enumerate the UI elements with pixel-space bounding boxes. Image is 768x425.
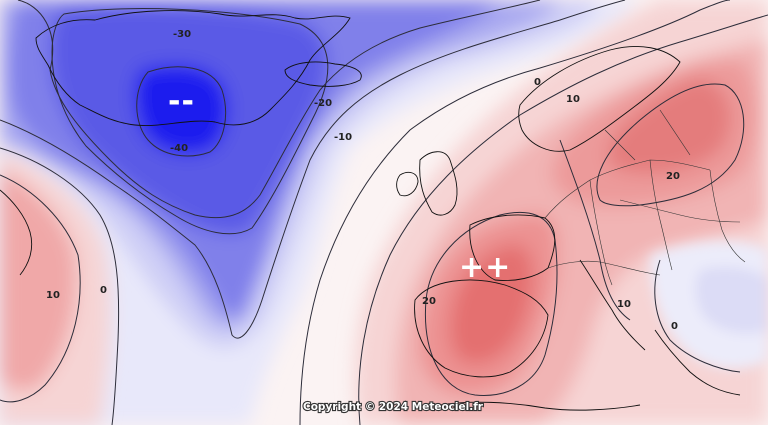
coastlines	[0, 10, 741, 411]
contour-zero-balkans	[654, 259, 741, 373]
italy-coast	[579, 259, 646, 351]
greece-coast	[654, 329, 741, 396]
contour-ten-north	[358, 14, 768, 425]
contour-zero-north	[299, 0, 731, 425]
contour-label-neg10: -10	[334, 132, 352, 143]
newfoundland-coast	[0, 189, 33, 276]
ireland-coast	[396, 171, 419, 197]
warm-anomaly-field-atlantic	[0, 150, 111, 425]
low-anomaly-marker: --	[168, 84, 195, 119]
contour-labels: -30 -20 -10 -40 0 0 0 10 10 10 20 20	[46, 29, 680, 332]
cold-anomaly-field	[0, 0, 640, 425]
contour-minus-40	[136, 66, 227, 157]
contour-label-ten-west: 10	[46, 290, 60, 301]
contour-label-twenty-iberia: 20	[422, 296, 436, 307]
contour-twenty-iberia	[424, 211, 558, 396]
contour-minus-30	[51, 8, 329, 235]
contour-label-ten-italy: 10	[617, 299, 631, 310]
iceland-coast	[284, 61, 362, 87]
scandinavia-coast	[518, 45, 681, 152]
contour-ten-west	[0, 174, 81, 403]
contour-zero-west	[0, 147, 120, 425]
british-isles-coast	[419, 151, 458, 216]
cold-anomaly-field-balkans	[650, 240, 768, 369]
contour-label-twenty-scand: 20	[666, 171, 680, 182]
copyright-notice: Copyright © 2024 Meteociel.fr	[303, 401, 484, 413]
contour-label-zero-balkans: 0	[671, 321, 678, 332]
contour-label-neg30: -30	[173, 29, 191, 40]
iberia-coast	[414, 279, 549, 378]
contour-label-neg20: -20	[314, 98, 332, 109]
contour-label-neg40: -40	[170, 143, 188, 154]
contour-label-ten-scand: 10	[566, 94, 580, 105]
contour-label-zero-west: 0	[100, 285, 107, 296]
greenland-coast	[35, 10, 351, 126]
north-africa-coast	[439, 401, 641, 411]
contour-label-zero-north: 0	[534, 77, 541, 88]
country-borders	[544, 109, 746, 286]
contour-ten-central	[559, 139, 631, 321]
high-anomaly-marker: ++	[459, 250, 511, 285]
contour-minus-20	[17, 0, 541, 219]
warm-anomaly-field-europe	[355, 0, 768, 425]
contour-minus-10	[0, 0, 626, 339]
